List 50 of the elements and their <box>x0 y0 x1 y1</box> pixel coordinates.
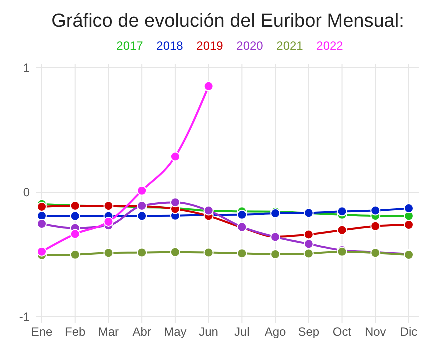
point <box>170 198 180 208</box>
point <box>237 210 248 220</box>
point <box>404 204 414 214</box>
point <box>404 220 414 230</box>
point <box>337 206 348 217</box>
text: 2022 <box>316 39 344 53</box>
point <box>37 202 47 212</box>
x-tick-label: Mar <box>98 325 120 339</box>
x-tick-label: May <box>164 325 187 339</box>
x-tick-label: Ago <box>264 325 287 339</box>
point <box>370 206 381 216</box>
text: 2019 <box>196 39 224 53</box>
y-tick-label: 0 <box>23 186 30 200</box>
point <box>37 246 47 257</box>
point <box>70 229 80 240</box>
point <box>137 248 148 258</box>
y-tick-label: 1 <box>23 61 30 75</box>
chart-title: Gráfico de evolución del Euribor Mensual: <box>52 11 404 32</box>
point <box>304 248 314 259</box>
point <box>304 230 314 240</box>
point <box>237 248 248 259</box>
x-tick-label: Nov <box>364 325 386 339</box>
text: 2020 <box>236 39 264 53</box>
x-tick-label: Feb <box>65 325 86 339</box>
x-tick-label: Ene <box>31 325 53 339</box>
point <box>204 248 214 258</box>
x-tick-label: Dic <box>400 325 418 339</box>
x-tick-label: Jun <box>199 325 218 339</box>
point <box>37 219 47 229</box>
point <box>304 239 314 250</box>
text: 2021 <box>276 39 304 53</box>
x-tick-label: Sep <box>298 325 320 339</box>
x-tick-label: Abr <box>132 325 152 339</box>
point <box>370 221 381 232</box>
point <box>70 211 80 222</box>
point <box>104 217 114 228</box>
point <box>337 225 348 236</box>
x-tick-label: Jul <box>234 325 250 339</box>
point <box>137 186 148 196</box>
text: 2017 <box>116 39 144 53</box>
point <box>104 248 114 258</box>
point <box>137 211 148 222</box>
point <box>70 250 80 260</box>
point <box>170 152 180 162</box>
point <box>204 81 214 92</box>
point <box>270 250 281 260</box>
point <box>170 247 180 258</box>
text: 2018 <box>156 39 184 53</box>
y-tick-label: -1 <box>19 310 30 324</box>
x-tick-label: Oct <box>332 325 352 339</box>
